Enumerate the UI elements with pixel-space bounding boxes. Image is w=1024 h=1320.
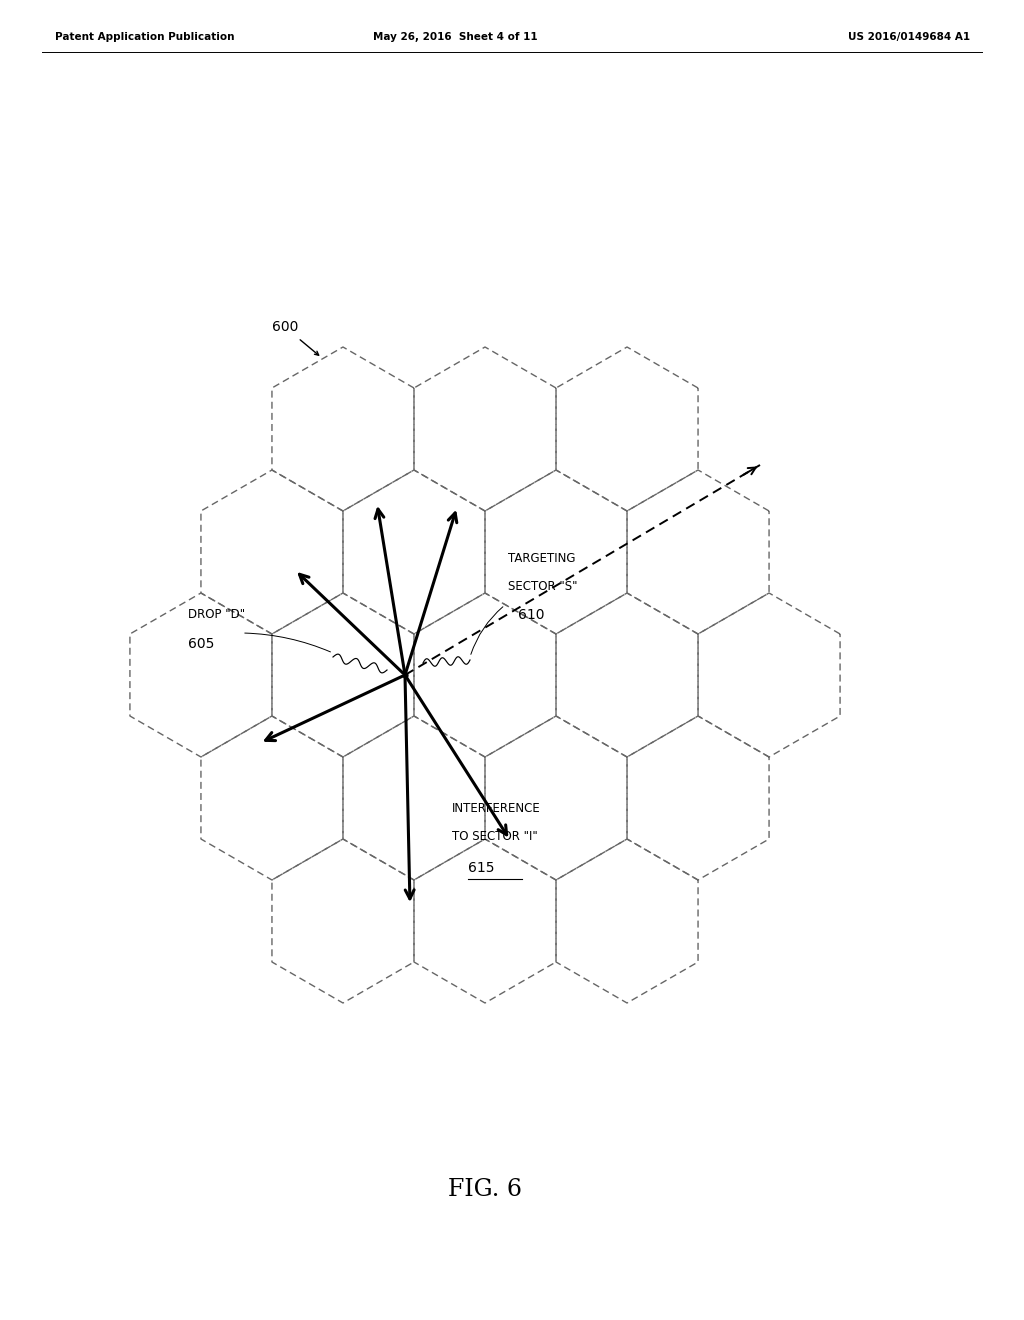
Text: FIG. 6: FIG. 6	[447, 1179, 522, 1201]
Text: 605: 605	[188, 638, 214, 651]
Text: 615: 615	[468, 861, 495, 875]
Text: DROP "D": DROP "D"	[188, 607, 245, 620]
Text: Patent Application Publication: Patent Application Publication	[55, 32, 234, 42]
Text: SECTOR "S": SECTOR "S"	[508, 579, 578, 593]
Text: TO SECTOR "I": TO SECTOR "I"	[452, 829, 538, 842]
Text: May 26, 2016  Sheet 4 of 11: May 26, 2016 Sheet 4 of 11	[373, 32, 538, 42]
Text: 610: 610	[518, 609, 545, 622]
Text: TARGETING: TARGETING	[508, 552, 575, 565]
Text: US 2016/0149684 A1: US 2016/0149684 A1	[848, 32, 970, 42]
Text: 600: 600	[272, 319, 298, 334]
Text: INTERFERENCE: INTERFERENCE	[452, 801, 541, 814]
